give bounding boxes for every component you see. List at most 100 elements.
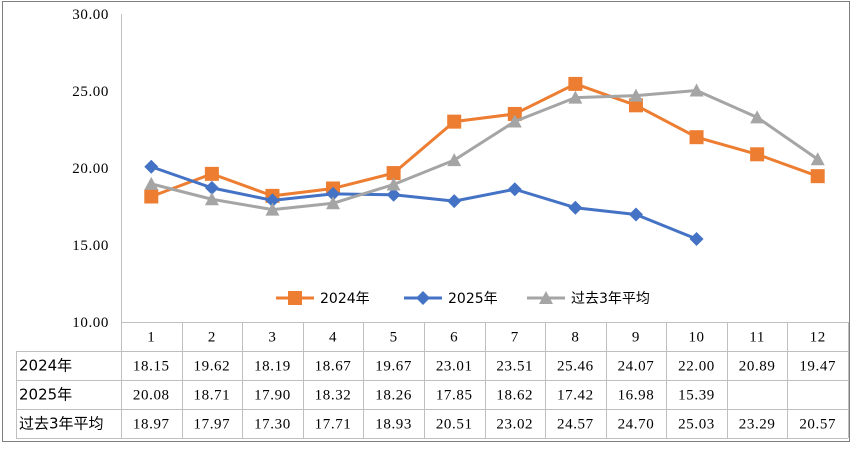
data-point-square (568, 76, 583, 91)
data-point-triangle (265, 202, 280, 216)
x-category-label: 11 (749, 330, 765, 346)
table-cell-value: 24.07 (618, 359, 655, 375)
y-tick-label: 10.00 (72, 315, 109, 331)
legend-label: 过去3年平均 (571, 291, 650, 307)
table-row-header: 2024年 (19, 357, 72, 375)
data-point-diamond (265, 193, 280, 208)
table-cell-value: 20.57 (799, 417, 836, 433)
x-category-label: 7 (511, 330, 519, 346)
data-point-triangle (810, 152, 825, 166)
table-cell-value: 17.71 (315, 417, 352, 433)
legend-label: 2024年 (320, 291, 370, 307)
table-cell-value: 17.85 (436, 388, 473, 404)
data-point-triangle (689, 83, 704, 97)
data-point-triangle (326, 196, 341, 210)
y-tick-label: 20.00 (72, 161, 109, 177)
data-point-diamond (386, 187, 401, 202)
table-cell-value: 25.03 (678, 417, 715, 433)
data-point-triangle (750, 110, 765, 124)
x-category-label: 10 (688, 330, 704, 346)
data-point-diamond (689, 231, 704, 246)
data-point-triangle (447, 153, 462, 167)
table-cell-value: 23.01 (436, 359, 473, 375)
table-cell-value: 17.97 (194, 417, 231, 433)
table-cell-value: 24.57 (557, 417, 594, 433)
y-tick-label: 15.00 (72, 238, 109, 254)
x-category-label: 12 (810, 330, 826, 346)
y-tick-label: 25.00 (72, 84, 109, 100)
legend-item-3: 过去3年平均 (527, 291, 650, 307)
data-point-square (628, 98, 643, 113)
legend-label: 2025年 (448, 291, 498, 307)
x-category-label: 6 (450, 330, 458, 346)
table-cell-value: 16.98 (618, 388, 655, 404)
data-point-triangle (568, 90, 583, 104)
table-cell-value: 25.46 (557, 359, 594, 375)
series-line (150, 165, 698, 241)
legend-marker (288, 291, 302, 305)
table-cell-value: 19.47 (799, 359, 836, 375)
table-cell-value: 18.93 (375, 417, 412, 433)
chart-border (2, 1, 850, 442)
series-3 (144, 83, 825, 216)
data-point-diamond (568, 200, 583, 215)
series-line (150, 82, 819, 198)
x-category-label: 9 (632, 330, 640, 346)
data-point-diamond (628, 207, 643, 222)
data-point-diamond (204, 180, 219, 195)
data-point-triangle (204, 192, 219, 206)
table-cell-value: 17.30 (254, 417, 291, 433)
data-point-diamond (144, 159, 159, 174)
table-cell-value: 17.42 (557, 388, 594, 404)
table-cell-value: 23.51 (496, 359, 533, 375)
table-cell-value: 20.08 (133, 388, 170, 404)
series-line (150, 89, 819, 212)
x-category-label: 5 (390, 330, 398, 346)
x-category-label: 4 (329, 330, 337, 346)
data-point-triangle (507, 114, 522, 128)
x-category-label: 2 (208, 330, 216, 346)
data-point-triangle (386, 177, 401, 191)
table-cell-value: 18.62 (496, 388, 533, 404)
table-cell-value: 20.51 (436, 417, 473, 433)
table-cell-value: 19.62 (194, 359, 231, 375)
x-category-label: 1 (147, 330, 155, 346)
series-2 (144, 159, 704, 246)
data-point-triangle (628, 88, 643, 102)
data-point-square (689, 130, 704, 145)
table-cell-value: 18.19 (254, 359, 291, 375)
y-tick-label: 30.00 (72, 7, 109, 23)
legend-marker (539, 291, 553, 304)
data-point-square (447, 114, 462, 129)
data-point-square (810, 169, 825, 184)
legend-item-2: 2025年 (404, 291, 498, 307)
table-cell-value: 18.26 (375, 388, 412, 404)
table-row-header: 2025年 (19, 386, 72, 404)
table-cell-value: 18.67 (315, 359, 352, 375)
data-point-diamond (507, 182, 522, 197)
data-point-square (144, 189, 159, 204)
data-point-square (750, 147, 765, 162)
data-point-square (204, 166, 219, 181)
table-cell-value: 22.00 (678, 359, 715, 375)
data-point-square (507, 106, 522, 121)
x-category-label: 8 (571, 330, 579, 346)
data-point-square (386, 166, 401, 181)
table-cell-value: 19.67 (375, 359, 412, 375)
table-cell-value: 17.90 (254, 388, 291, 404)
table-cell-value: 18.71 (194, 388, 231, 404)
table-cell-value: 18.15 (133, 359, 170, 375)
data-point-diamond (326, 186, 341, 201)
data-point-triangle (144, 176, 159, 190)
table-cell-value: 18.32 (315, 388, 352, 404)
table-cell-value: 23.29 (739, 417, 776, 433)
table-cell-value: 15.39 (678, 388, 715, 404)
legend-item-1: 2024年 (276, 291, 370, 307)
table-cell-value: 23.02 (496, 417, 533, 433)
data-point-diamond (447, 194, 462, 209)
table-cell-value: 24.70 (618, 417, 655, 433)
table-cell-value: 20.89 (739, 359, 776, 375)
x-category-label: 3 (268, 330, 276, 346)
legend-marker (416, 291, 430, 305)
